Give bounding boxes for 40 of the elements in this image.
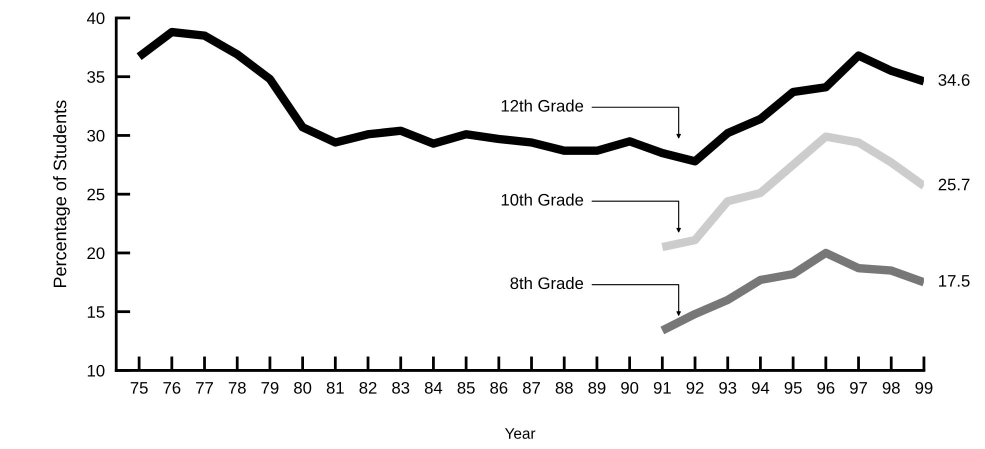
x-tick-label: 97 bbox=[850, 382, 867, 394]
x-tick-label: 85 bbox=[458, 382, 475, 394]
x-tick-label: 89 bbox=[588, 382, 606, 394]
x-tick-label: 93 bbox=[719, 382, 736, 394]
x-tick-label: 88 bbox=[556, 382, 573, 394]
y-tick-label: 40 bbox=[86, 12, 104, 24]
y-tick-label: 35 bbox=[87, 71, 104, 83]
x-tick-label: 82 bbox=[359, 382, 376, 394]
x-tick-label: 92 bbox=[686, 382, 704, 394]
x-tick-label: 80 bbox=[294, 382, 312, 394]
x-tick-label: 99 bbox=[915, 382, 932, 394]
series-label: 12th Grade bbox=[502, 99, 584, 112]
y-tick-label: 10 bbox=[88, 364, 104, 377]
y-tick-label: 30 bbox=[87, 130, 104, 142]
x-tick-label: 86 bbox=[490, 382, 508, 394]
x-tick-label: 90 bbox=[621, 382, 638, 394]
x-tick-label: 98 bbox=[882, 382, 900, 394]
x-tick-label: 81 bbox=[326, 382, 344, 394]
x-tick-label: 75 bbox=[130, 382, 148, 394]
text: 10th Grade bbox=[502, 193, 584, 206]
x-tick-label: 91 bbox=[654, 382, 671, 394]
x-tick-label: 94 bbox=[752, 382, 770, 394]
x-tick-label: 87 bbox=[522, 382, 540, 394]
y-tick-label: 25 bbox=[87, 188, 104, 200]
y-tick-label: 15 bbox=[88, 306, 104, 318]
x-tick-label: 84 bbox=[424, 382, 442, 394]
data-label: 34.6 bbox=[938, 74, 970, 86]
x-tick-label: 76 bbox=[163, 382, 180, 394]
x-tick-label: 79 bbox=[262, 382, 278, 394]
x-tick-label: 78 bbox=[228, 382, 246, 394]
x-tick-label: 83 bbox=[392, 382, 410, 394]
y-tick-label: 20 bbox=[87, 247, 104, 260]
y-axis-title: Percentage of Students bbox=[53, 100, 70, 288]
text: 8th Grade bbox=[510, 276, 584, 290]
x-axis-title: Year bbox=[504, 428, 536, 439]
x-tick-label: 77 bbox=[196, 382, 213, 394]
data-label: 25.7 bbox=[938, 178, 970, 190]
data-label: 17.5 bbox=[939, 275, 970, 287]
x-tick-label: 95 bbox=[784, 382, 802, 394]
x-tick-label: 96 bbox=[817, 382, 834, 394]
